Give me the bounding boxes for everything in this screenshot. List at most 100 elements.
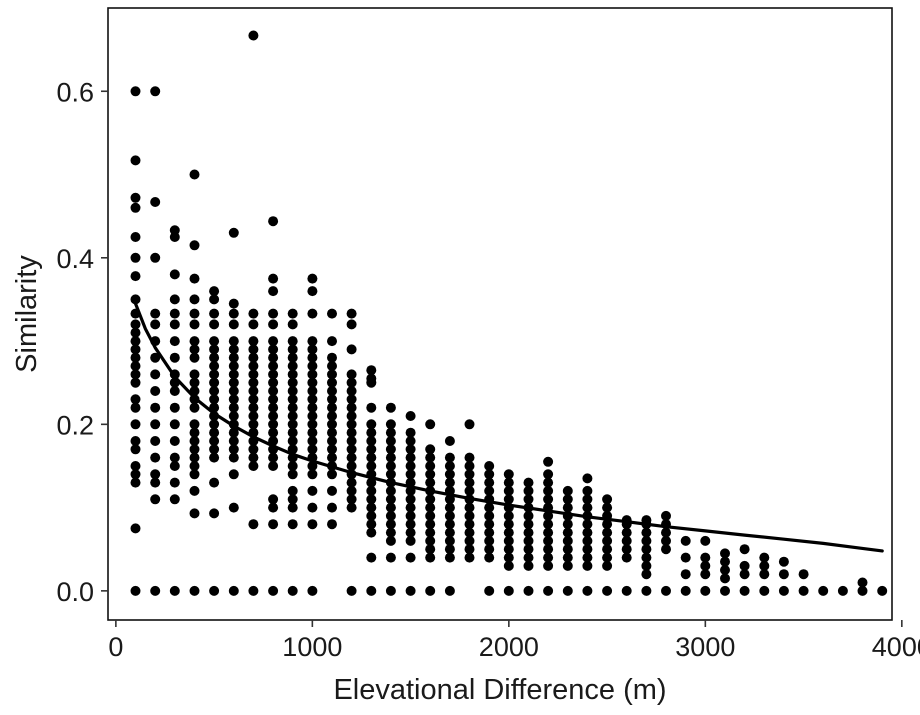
data-point [189, 377, 200, 388]
data-point [543, 552, 554, 563]
data-point [562, 527, 573, 538]
data-point [189, 240, 200, 251]
data-point [248, 402, 259, 413]
data-point [405, 585, 416, 596]
data-point [248, 369, 259, 380]
data-point [425, 552, 436, 563]
data-point [130, 477, 141, 488]
data-point [405, 502, 416, 513]
data-point [543, 585, 554, 596]
data-point [228, 444, 239, 455]
data-point [327, 519, 337, 530]
data-point [798, 569, 809, 580]
data-point [268, 336, 279, 347]
data-point [228, 585, 239, 596]
data-point [346, 377, 357, 388]
data-point [209, 286, 220, 297]
data-point [228, 502, 239, 513]
data-point [700, 585, 711, 596]
data-point [130, 444, 141, 455]
data-point [130, 192, 141, 203]
data-point [346, 494, 357, 505]
data-point [385, 436, 396, 446]
data-point [582, 535, 593, 546]
data-point [680, 585, 691, 596]
data-point [385, 494, 396, 505]
data-point [582, 585, 593, 596]
data-point [169, 386, 180, 396]
data-point [189, 319, 200, 330]
data-point [287, 352, 298, 363]
data-point [346, 369, 357, 380]
data-point [287, 336, 298, 347]
data-point [150, 386, 161, 396]
data-point [543, 477, 554, 488]
data-point [130, 523, 141, 534]
data-point [523, 519, 534, 530]
data-point [287, 469, 298, 480]
data-point [759, 560, 770, 571]
y-axis: 0.0 0.2 0.4 0.6 [56, 77, 108, 607]
data-point [503, 510, 514, 521]
data-point [877, 585, 888, 596]
data-point [346, 485, 357, 496]
data-point [346, 319, 357, 330]
data-point [228, 361, 239, 371]
data-point [307, 336, 318, 347]
data-point [641, 560, 652, 571]
data-point [307, 585, 318, 596]
data-point [661, 510, 671, 521]
data-point [503, 560, 514, 571]
data-point [602, 544, 613, 555]
data-point [209, 477, 220, 488]
data-point [366, 510, 377, 521]
data-point [582, 552, 593, 563]
x-axis-title: Elevational Difference (m) [333, 674, 666, 706]
data-point [248, 585, 259, 596]
data-point [405, 411, 416, 421]
data-point [425, 535, 436, 546]
data-point [169, 461, 180, 471]
data-point [444, 461, 455, 471]
data-point [484, 510, 495, 521]
data-point [503, 544, 514, 555]
data-point [385, 461, 396, 471]
data-point [346, 585, 357, 596]
data-point [621, 535, 632, 546]
data-point [268, 369, 279, 380]
data-point [189, 461, 200, 471]
data-point [287, 419, 298, 430]
data-point [307, 469, 318, 480]
data-point [405, 552, 416, 563]
data-point [307, 361, 318, 371]
data-point [189, 402, 200, 413]
data-point [268, 419, 279, 430]
data-point [268, 319, 279, 330]
data-point [307, 308, 318, 319]
data-point [189, 308, 200, 319]
data-point [857, 585, 868, 596]
data-point [346, 411, 357, 421]
data-point [444, 502, 455, 513]
data-point [444, 477, 455, 488]
data-point [425, 452, 436, 463]
data-point [130, 461, 141, 471]
data-point [641, 544, 652, 555]
data-point [385, 510, 396, 521]
data-point [444, 519, 455, 530]
data-points [130, 30, 888, 596]
data-point [366, 485, 377, 496]
data-point [405, 519, 416, 530]
data-point [366, 402, 377, 413]
data-point [287, 394, 298, 405]
data-point [228, 344, 239, 355]
data-point [661, 535, 671, 546]
data-point [621, 544, 632, 555]
data-point [346, 308, 357, 319]
data-point [543, 469, 554, 480]
data-point [818, 585, 829, 596]
data-point [327, 452, 337, 463]
data-point [228, 377, 239, 388]
data-point [405, 461, 416, 471]
data-point [327, 361, 337, 371]
